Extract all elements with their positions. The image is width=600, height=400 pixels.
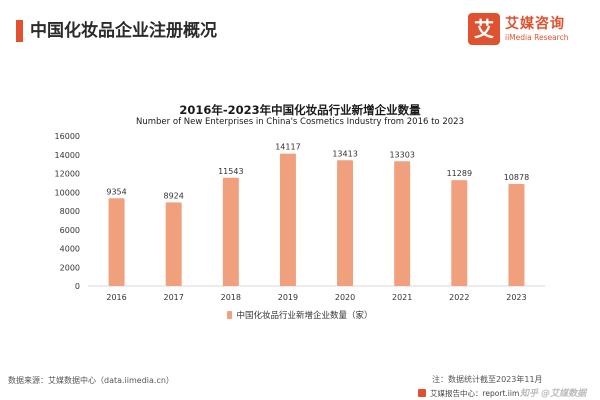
x-tick-label: 2019 bbox=[278, 293, 298, 302]
y-tick-label: 4000 bbox=[60, 245, 80, 254]
legend-swatch bbox=[227, 311, 233, 319]
bar bbox=[451, 180, 468, 286]
bar-value-label: 13303 bbox=[389, 150, 414, 159]
footer-bar: 艾媒报告中心：report.iim 知乎 @艾媒数据 bbox=[0, 386, 600, 400]
data-source: 数据来源：艾媒数据中心（data.iimedia.cn） bbox=[8, 376, 174, 385]
logo-mark-icon: 艾 bbox=[468, 13, 500, 45]
x-tick-label: 2022 bbox=[449, 293, 469, 302]
x-tick-label: 2018 bbox=[221, 293, 241, 302]
y-tick-label: 10000 bbox=[55, 188, 80, 197]
page-title: 中国化妆品企业注册概况 bbox=[30, 21, 217, 41]
legend-label: 中国化妆品行业新增企业数量（家） bbox=[236, 311, 373, 321]
chart-legend: 中国化妆品行业新增企业数量（家） bbox=[0, 309, 600, 321]
footer-report-link[interactable]: 艾媒报告中心：report.iim bbox=[430, 389, 520, 398]
chart-subtitle: Number of New Enterprises in China's Cos… bbox=[136, 117, 464, 127]
y-tick-label: 16000 bbox=[55, 132, 80, 141]
bar-value-label: 11289 bbox=[447, 169, 472, 178]
iimedia-logo: 艾 艾媒咨询 iiMedia Research bbox=[468, 13, 586, 47]
y-tick-label: 0 bbox=[75, 282, 80, 291]
bar bbox=[508, 184, 525, 286]
title-bar: 中国化妆品企业注册概况 bbox=[0, 18, 600, 44]
bar-value-label: 9354 bbox=[106, 187, 126, 196]
data-note: 注：数据统计截至2023年11月 bbox=[432, 375, 543, 384]
y-tick-label: 6000 bbox=[60, 226, 80, 235]
bar-value-label: 13413 bbox=[332, 149, 357, 158]
bar-value-label: 11543 bbox=[218, 167, 243, 176]
x-tick-label: 2020 bbox=[335, 293, 355, 302]
y-tick-label: 2000 bbox=[60, 263, 80, 272]
y-tick-label: 8000 bbox=[60, 207, 80, 216]
logo-name-en: iiMedia Research bbox=[505, 33, 569, 42]
bar bbox=[222, 177, 239, 286]
bar bbox=[108, 198, 125, 286]
bar-value-label: 8924 bbox=[164, 191, 184, 200]
bar bbox=[337, 160, 354, 286]
chart-title: 2016年-2023年中国化妆品行业新增企业数量 bbox=[179, 103, 421, 117]
y-tick-label: 14000 bbox=[55, 151, 80, 160]
bar-value-label: 10878 bbox=[504, 173, 529, 182]
footer-logo-icon bbox=[418, 389, 426, 397]
bar bbox=[165, 202, 182, 286]
bar-value-label: 14117 bbox=[275, 143, 300, 152]
title-accent-bar bbox=[16, 20, 23, 42]
bar bbox=[394, 161, 411, 286]
y-tick-label: 12000 bbox=[55, 170, 80, 179]
logo-name-cn: 艾媒咨询 bbox=[505, 16, 565, 32]
x-tick-label: 2023 bbox=[506, 293, 526, 302]
bar bbox=[279, 153, 296, 286]
x-tick-label: 2017 bbox=[164, 293, 184, 302]
watermark: 知乎 @艾媒数据 bbox=[520, 389, 587, 399]
x-tick-label: 2016 bbox=[106, 293, 126, 302]
x-tick-label: 2021 bbox=[392, 293, 412, 302]
